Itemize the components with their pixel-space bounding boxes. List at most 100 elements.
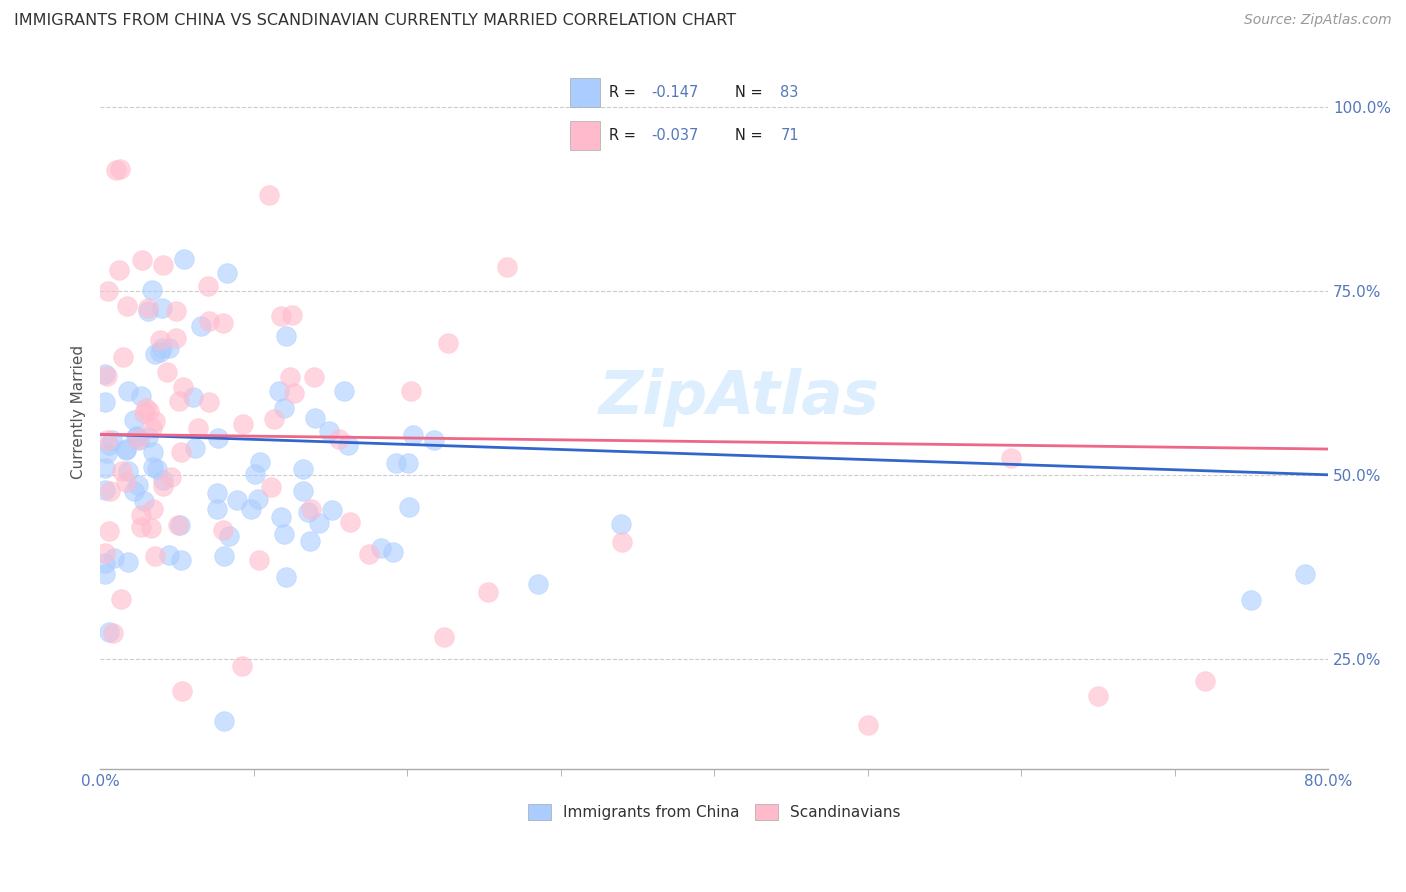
- Point: [152, 474, 174, 488]
- Point: [382, 545, 405, 559]
- Point: [477, 584, 499, 599]
- Point: [339, 516, 361, 530]
- Point: [398, 500, 420, 514]
- Point: [211, 523, 233, 537]
- Point: [101, 433, 124, 447]
- Point: [226, 493, 249, 508]
- Point: [207, 486, 229, 500]
- Y-axis label: Currently Married: Currently Married: [72, 345, 86, 479]
- Point: [278, 370, 301, 384]
- Point: [131, 389, 153, 403]
- Point: [152, 258, 174, 272]
- Point: [150, 341, 173, 355]
- Point: [125, 430, 148, 444]
- Point: [1000, 450, 1022, 465]
- Point: [142, 502, 165, 516]
- Point: [291, 483, 314, 498]
- Point: [136, 304, 159, 318]
- Point: [93, 483, 115, 498]
- Point: [249, 454, 271, 468]
- Point: [402, 428, 425, 442]
- Point: [333, 384, 356, 399]
- Point: [359, 547, 381, 561]
- Point: [134, 494, 156, 508]
- Point: [423, 433, 446, 447]
- Point: [94, 556, 117, 570]
- Point: [157, 341, 180, 355]
- Point: [321, 503, 343, 517]
- Point: [127, 478, 149, 492]
- Point: [170, 445, 193, 459]
- Point: [190, 319, 212, 334]
- Point: [97, 284, 120, 298]
- Point: [98, 524, 121, 538]
- Point: [318, 424, 340, 438]
- Point: [142, 445, 165, 459]
- Point: [184, 441, 207, 455]
- Point: [141, 521, 163, 535]
- Point: [232, 417, 254, 431]
- Point: [270, 309, 292, 323]
- Point: [173, 252, 195, 266]
- Point: [117, 555, 139, 569]
- Point: [103, 550, 125, 565]
- Point: [157, 548, 180, 562]
- Point: [273, 401, 295, 415]
- Point: [433, 630, 456, 644]
- Point: [128, 433, 150, 447]
- Point: [149, 344, 172, 359]
- Point: [96, 446, 118, 460]
- Point: [115, 299, 138, 313]
- Point: [98, 438, 121, 452]
- Point: [142, 460, 165, 475]
- Point: [165, 330, 187, 344]
- Point: [495, 260, 517, 274]
- Point: [111, 350, 134, 364]
- Point: [246, 491, 269, 506]
- Point: [108, 262, 131, 277]
- Point: [104, 162, 127, 177]
- Point: [281, 308, 304, 322]
- Point: [370, 541, 392, 555]
- Point: [127, 432, 149, 446]
- Point: [93, 367, 115, 381]
- Point: [143, 347, 166, 361]
- Point: [399, 384, 422, 398]
- Point: [93, 395, 115, 409]
- Point: [143, 549, 166, 563]
- Point: [170, 684, 193, 698]
- Point: [297, 505, 319, 519]
- Point: [146, 462, 169, 476]
- Point: [273, 527, 295, 541]
- Point: [231, 659, 253, 673]
- Point: [138, 403, 160, 417]
- Point: [122, 413, 145, 427]
- Point: [304, 369, 326, 384]
- Point: [197, 279, 219, 293]
- Point: [198, 395, 221, 409]
- Point: [169, 517, 191, 532]
- Point: [141, 283, 163, 297]
- Point: [260, 480, 283, 494]
- Text: Source: ZipAtlas.com: Source: ZipAtlas.com: [1244, 13, 1392, 28]
- Point: [212, 317, 235, 331]
- Point: [114, 475, 136, 490]
- Point: [98, 483, 121, 498]
- Point: [181, 390, 204, 404]
- Point: [110, 592, 132, 607]
- Point: [172, 380, 194, 394]
- Point: [101, 625, 124, 640]
- Point: [298, 534, 321, 549]
- Point: [96, 368, 118, 383]
- Point: [610, 516, 633, 531]
- Point: [610, 535, 633, 549]
- Point: [167, 394, 190, 409]
- Point: [149, 334, 172, 348]
- Point: [299, 502, 322, 516]
- Point: [127, 429, 149, 443]
- Point: [207, 431, 229, 445]
- Point: [131, 253, 153, 268]
- Point: [308, 516, 330, 531]
- Point: [270, 510, 292, 524]
- Point: [1087, 689, 1109, 703]
